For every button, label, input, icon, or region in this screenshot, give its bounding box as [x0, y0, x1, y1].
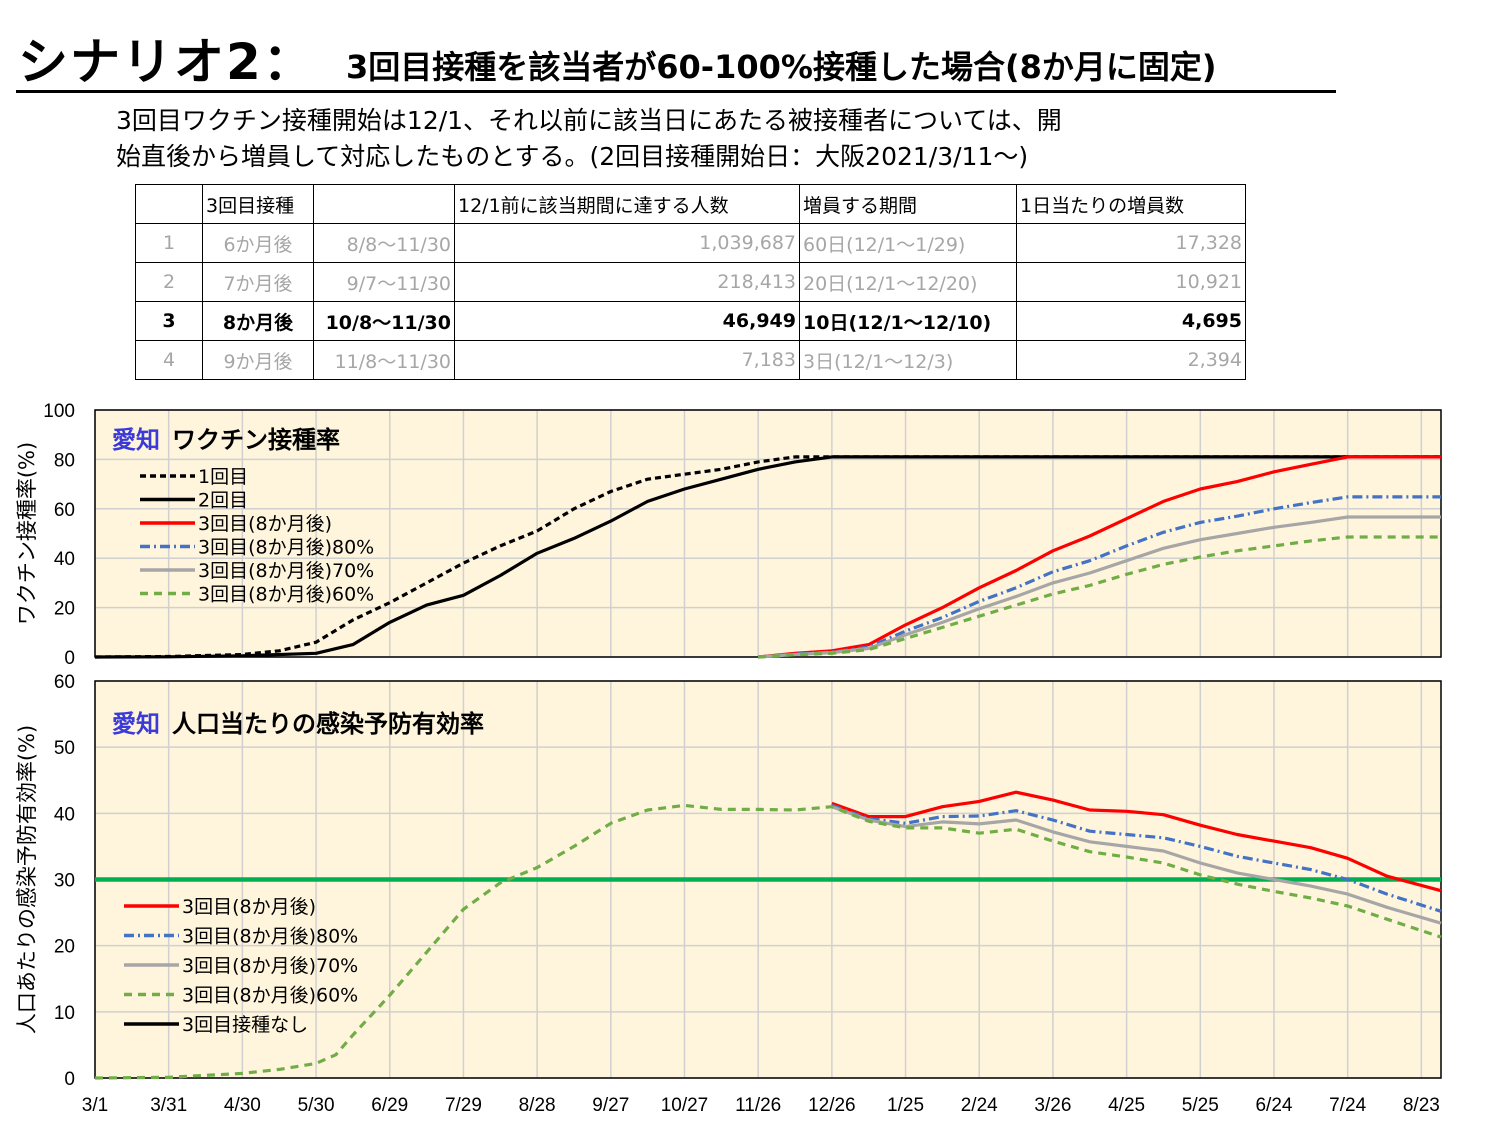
y-tick-label: 0 — [64, 1069, 75, 1090]
table-cell: 4 — [135, 340, 203, 380]
page-subtitle: 3回目接種を該当者が60-100%接種した場合(8か月に固定) — [346, 48, 1217, 86]
x-tick-label: 7/29 — [445, 1095, 482, 1116]
table-header-cell — [313, 184, 455, 224]
x-tick-label: 3/1 — [82, 1095, 108, 1116]
table-cell: 6か月後 — [202, 223, 314, 263]
x-tick-label: 4/25 — [1108, 1095, 1145, 1116]
table-header-cell: 増員する期間 — [799, 184, 1017, 224]
x-tick-label: 5/25 — [1182, 1095, 1219, 1116]
table-cell: 8/8～11/30 — [313, 223, 455, 263]
description-line-1: 3回目ワクチン接種開始は12/1、それ以前に該当日にあたる被接種者については、開 — [116, 106, 1062, 135]
y-tick-label: 50 — [54, 738, 75, 759]
series-line — [831, 803, 1442, 913]
legend-label: 3回目(8か月後)60% — [198, 584, 374, 606]
x-tick-label: 4/30 — [224, 1095, 261, 1116]
x-tick-label: 12/26 — [808, 1095, 856, 1116]
x-tick-label: 10/27 — [661, 1095, 709, 1116]
series-line — [94, 455, 1441, 659]
title-bar: シナリオ2： 3回目接種を該当者が60-100%接種した場合(8か月に固定) — [16, 22, 1336, 93]
legend-label: 3回目(8か月後)80% — [198, 537, 374, 559]
series-line — [758, 535, 1441, 659]
x-tick-label: 3/26 — [1034, 1095, 1071, 1116]
y-axis-label: ワクチン接種率(%) — [15, 442, 39, 625]
table-cell: 17,328 — [1016, 223, 1246, 263]
legend-label: 2回目 — [198, 490, 248, 512]
chart-title: 愛知 人口当たりの感染予防有効率 — [112, 710, 484, 738]
table-cell: 11/8～11/30 — [313, 340, 455, 380]
table-cell: 2,394 — [1016, 340, 1246, 380]
table-header-row: 3回目接種 12/1前に該当期間に達する人数 増員する期間 1日当たりの増員数 — [135, 184, 1246, 224]
page-title: シナリオ2： — [18, 33, 315, 91]
table-cell: 9か月後 — [202, 340, 314, 380]
table-row: 1 6か月後 8/8～11/30 1,039,687 60日(12/1～1/29… — [135, 223, 1246, 263]
table-cell: 7,183 — [454, 340, 800, 380]
x-tick-label: 1/25 — [887, 1095, 924, 1116]
x-tick-label: 11/26 — [735, 1095, 781, 1116]
table-cell: 2 — [135, 262, 203, 302]
series-line — [831, 805, 1442, 925]
x-tick-label: 3/31 — [150, 1095, 187, 1116]
legend-label: 3回目(8か月後)60% — [182, 985, 358, 1007]
y-tick-label: 60 — [54, 500, 75, 521]
legend-label: 3回目(8か月後) — [198, 513, 332, 535]
y-tick-label: 100 — [43, 401, 75, 422]
chart-title-text: ワクチン接種率 — [172, 426, 340, 454]
y-tick-label: 40 — [54, 549, 75, 570]
series-line — [758, 455, 1441, 659]
chart-title: 愛知 ワクチン接種率 — [112, 426, 340, 454]
table-cell: 1,039,687 — [454, 223, 800, 263]
legend-label: 3回目(8か月後) — [182, 896, 316, 918]
x-axis-ticks: 3/1 3/31 4/30 5/30 6/29 7/29 8/28 9/27 10/27 11/2… — [82, 1095, 1440, 1116]
y-tick-label: 40 — [54, 804, 75, 825]
legend-label: 3回目(8か月後)70% — [182, 955, 358, 977]
series-line — [94, 803, 1442, 1080]
schedule-table: 3回目接種 12/1前に該当期間に達する人数 増員する期間 1日当たりの増員数 … — [135, 184, 1246, 380]
table-row: 4 9か月後 11/8～11/30 7,183 3日(12/1～12/3) 2,… — [135, 340, 1246, 380]
table-header-cell: 1日当たりの増員数 — [1016, 184, 1246, 224]
x-tick-label: 6/29 — [371, 1095, 408, 1116]
plot-area — [95, 410, 1441, 657]
description-line-2: 始直後から増員して対応したものとする。(2回目接種開始日：大阪2021/3/11… — [116, 142, 1029, 171]
chart-region-label: 愛知 — [112, 426, 160, 454]
legend-label: 3回目接種なし — [182, 1014, 308, 1036]
table-cell: 10/8～11/30 — [313, 301, 455, 341]
y-tick-label: 80 — [54, 450, 75, 471]
table-cell: 46,949 — [454, 301, 800, 341]
description: 3回目ワクチン接種開始は12/1、それ以前に該当日にあたる被接種者については、開… — [116, 103, 1236, 175]
y-axis-label: 人口あたりの感染予防有効率(%) — [15, 725, 39, 1034]
series-line — [94, 455, 1441, 659]
x-tick-label: 9/27 — [592, 1095, 629, 1116]
table-cell: 10日(12/1～12/10) — [799, 301, 1017, 341]
table-cell: 3 — [135, 301, 203, 341]
y-tick-label: 0 — [64, 648, 75, 669]
infection-prevention-chart: 0 10 20 30 40 50 60 人口あたりの感染予防有効率(%) 愛知 人口当たりの感染予… — [15, 672, 1442, 1090]
y-tick-label: 10 — [54, 1003, 75, 1024]
x-tick-label: 7/24 — [1329, 1095, 1366, 1116]
table-row: 2 7か月後 9/7～11/30 218,413 20日(12/1～12/20)… — [135, 262, 1246, 302]
table-cell: 218,413 — [454, 262, 800, 302]
y-tick-label: 30 — [54, 871, 75, 892]
legend-label: 1回目 — [198, 466, 248, 488]
table-cell: 60日(12/1～1/29) — [799, 223, 1017, 263]
legend-label: 3回目(8か月後)80% — [182, 926, 358, 948]
table-cell: 20日(12/1～12/20) — [799, 262, 1017, 302]
x-tick-label: 2/24 — [961, 1095, 998, 1116]
legend-label: 3回目(8か月後)70% — [198, 560, 374, 582]
x-tick-label: 6/24 — [1255, 1095, 1292, 1116]
table-row-highlighted: 3 8か月後 10/8～11/30 46,949 10日(12/1～12/10)… — [135, 301, 1246, 341]
x-tick-label: 5/30 — [298, 1095, 335, 1116]
x-tick-label: 8/23 — [1403, 1095, 1440, 1116]
chart-title-text: 人口当たりの感染予防有効率 — [172, 710, 484, 738]
chart-region-label: 愛知 — [112, 710, 160, 738]
y-tick-label: 20 — [54, 937, 75, 958]
table-cell: 9/7～11/30 — [313, 262, 455, 302]
y-tick-label: 20 — [54, 599, 75, 620]
series-line — [831, 790, 1442, 893]
table-header-cell: 12/1前に該当期間に達する人数 — [454, 184, 800, 224]
y-tick-label: 60 — [54, 672, 75, 693]
x-tick-label: 8/28 — [519, 1095, 556, 1116]
